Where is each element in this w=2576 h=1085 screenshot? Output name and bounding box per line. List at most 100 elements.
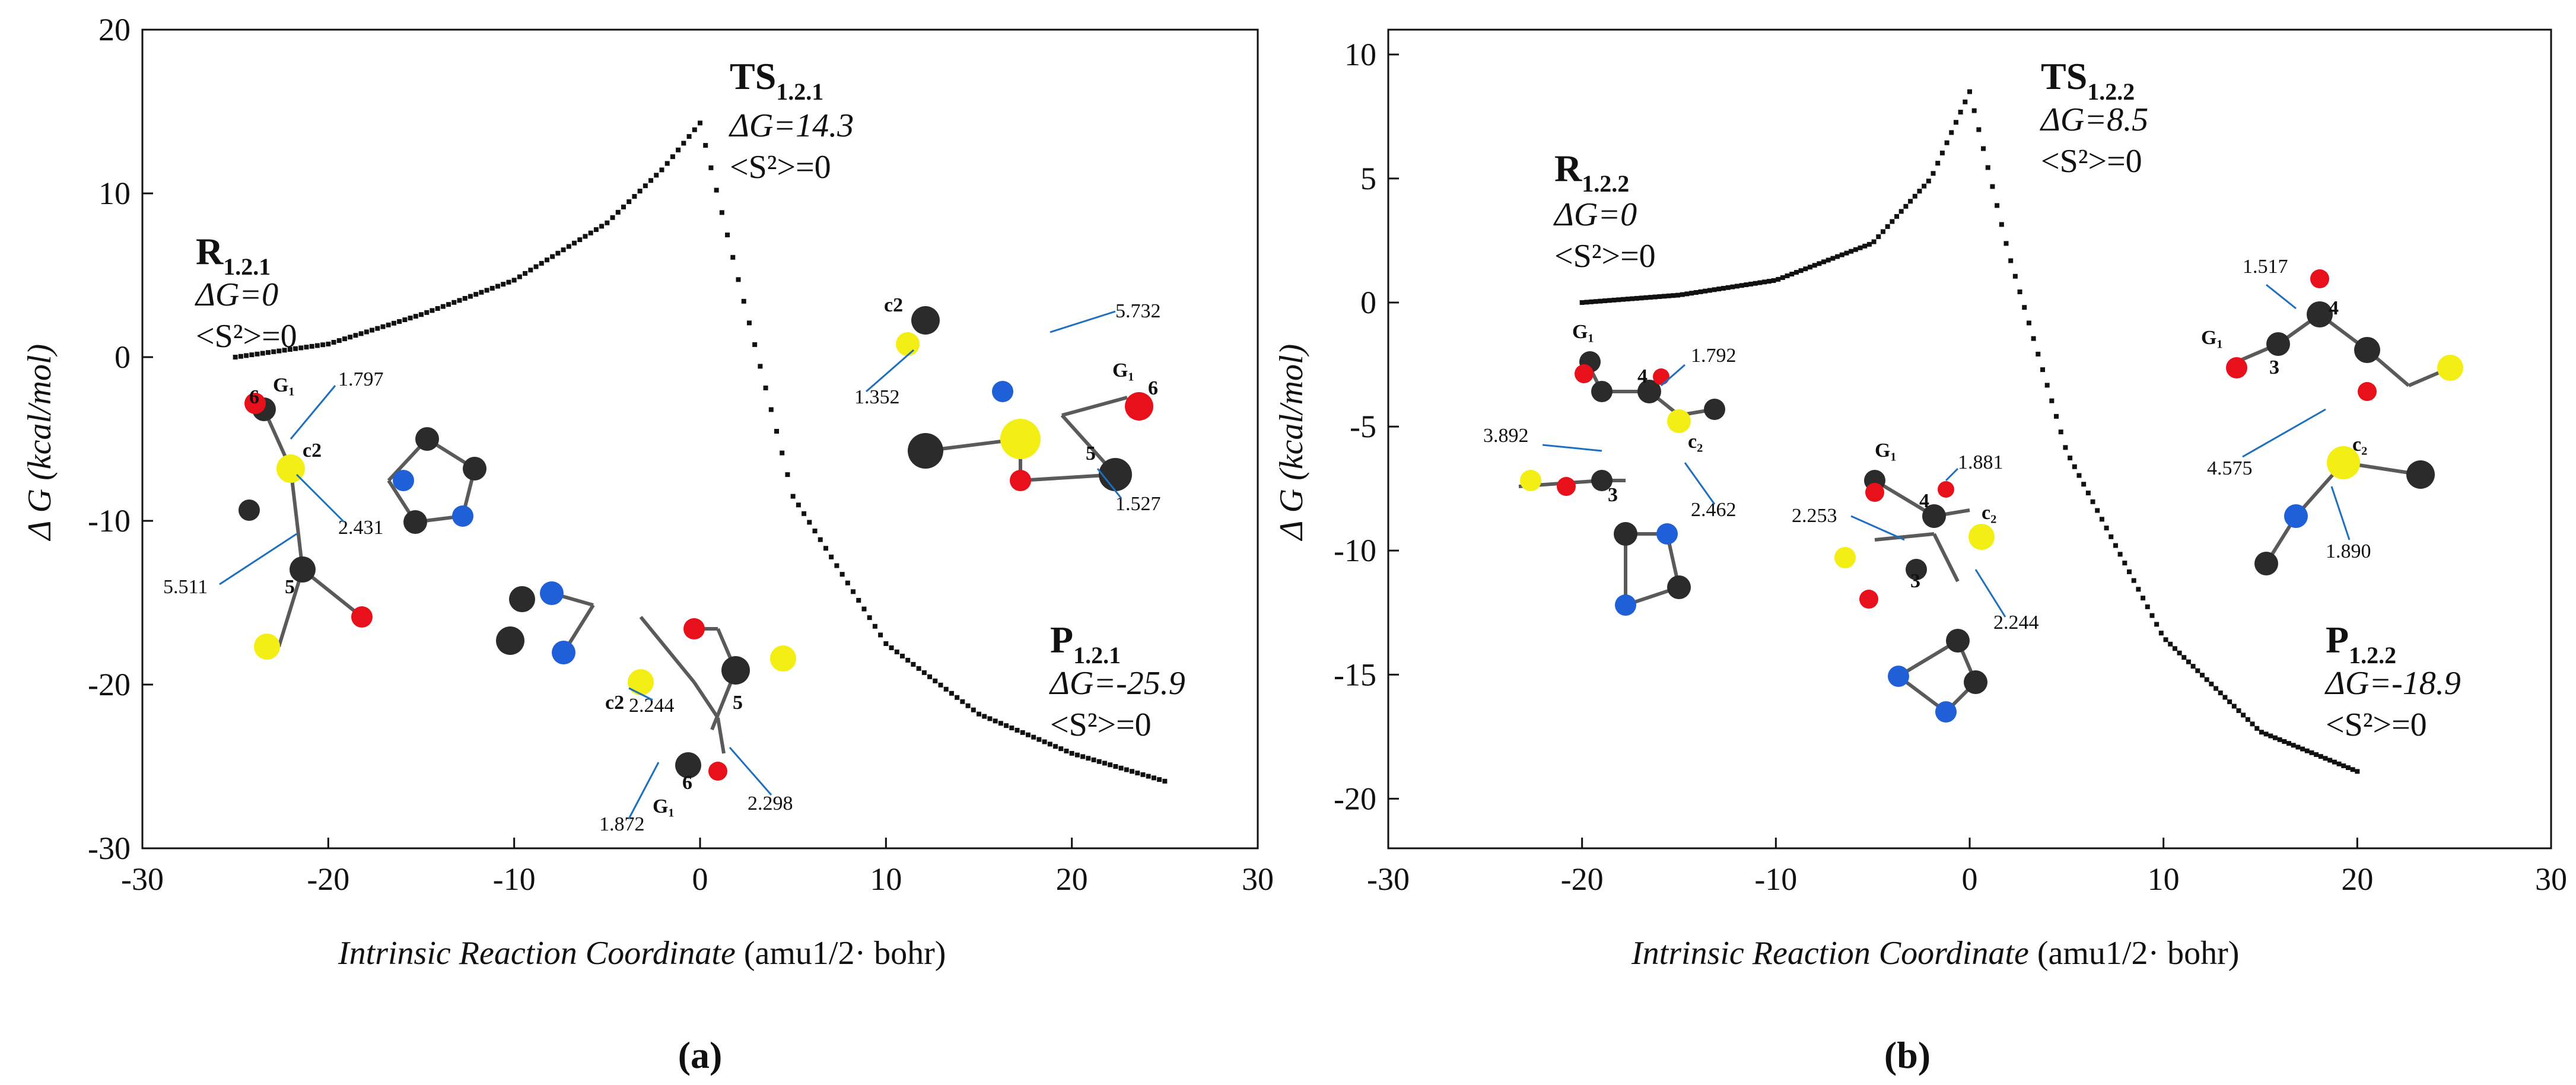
data-point (1917, 189, 1922, 194)
data-point (1698, 289, 1703, 294)
data-point (839, 572, 845, 577)
data-point (2085, 491, 2091, 496)
data-point (2341, 763, 2346, 768)
x-tick-label: 10 (2148, 861, 2180, 897)
data-point (2081, 482, 2087, 487)
data-point (2250, 721, 2255, 727)
data-point (260, 351, 265, 356)
data-point (2163, 637, 2168, 642)
data-point (435, 306, 440, 311)
y-tick-label: -10 (1334, 533, 1376, 568)
data-point (2099, 517, 2104, 522)
panel-a-reactant-label: R1.2.1 (196, 230, 271, 280)
data-point (698, 120, 702, 126)
distance-label: 4.575 (2207, 457, 2253, 479)
data-point (1976, 127, 1982, 132)
data-point (2036, 351, 2041, 357)
data-point (1735, 284, 1739, 289)
atom-c-icon (1964, 670, 1987, 694)
data-point (2108, 534, 2114, 539)
data-point (2222, 695, 2228, 700)
data-point (1639, 295, 1644, 301)
data-point (358, 331, 364, 336)
data-point (2149, 613, 2155, 618)
data-point (2063, 445, 2068, 450)
panel-a-molecule-structures: 1.797 2.431 5.511 5.732 1.352 1.527 2.24… (163, 294, 1161, 835)
panel-b-ts-dg: ΔG=8.5 (2040, 101, 2148, 138)
data-point (588, 230, 593, 236)
panel-b-x-ticks: -30 -20 -10 0 10 20 30 (1367, 838, 2567, 897)
data-point (1108, 762, 1113, 768)
data-point (1009, 726, 1015, 731)
data-point (1053, 744, 1058, 749)
data-point (430, 308, 435, 313)
distance-label: 1.792 (1691, 345, 1737, 367)
data-point (1091, 757, 1096, 762)
data-point (1662, 294, 1667, 299)
data-point (1776, 276, 1781, 282)
data-point (2291, 743, 2296, 748)
data-point (943, 686, 949, 692)
data-point (1981, 146, 1986, 151)
data-point (615, 209, 621, 215)
data-point (605, 220, 610, 225)
data-point (1839, 252, 1844, 257)
atom-s-icon (2437, 355, 2463, 381)
data-point (550, 254, 555, 259)
data-point (2172, 646, 2177, 651)
data-point (1757, 280, 1763, 285)
panel-b-product-label: P1.2.2 (2326, 619, 2396, 669)
atom-c-icon (509, 586, 535, 612)
data-point (2076, 473, 2082, 478)
data-point (889, 645, 894, 650)
data-point (1069, 750, 1074, 756)
data-point (583, 234, 588, 239)
data-point (1693, 290, 1699, 295)
panel-b-molecule-structures: 1.792 3.892 2.462 1.881 2.253 2.244 1.51… (1483, 256, 2463, 723)
data-point (1643, 295, 1649, 300)
data-point (1821, 259, 1827, 265)
data-point (1862, 243, 1868, 249)
data-point (725, 233, 730, 238)
atom-c-icon (1704, 399, 1725, 420)
data-point (326, 341, 331, 346)
panel-a-reactant-dg: ΔG=0 (195, 276, 278, 313)
atom-label: c2 (303, 440, 322, 462)
data-point (905, 657, 911, 663)
data-point (495, 284, 501, 289)
data-point (2008, 258, 2014, 263)
distance-arrows-a (219, 310, 1122, 819)
y-tick-label: -30 (88, 831, 131, 866)
data-point (774, 429, 780, 434)
data-point (867, 615, 872, 621)
data-point (1720, 285, 1726, 291)
data-point (402, 317, 408, 323)
data-point (370, 327, 375, 333)
atom-c-icon (463, 457, 486, 481)
y-tick-label: -15 (1334, 657, 1376, 692)
data-point (1652, 294, 1658, 300)
data-point (1036, 737, 1042, 742)
atom-o-icon (2358, 382, 2377, 401)
atom-c-icon (2354, 337, 2380, 363)
data-point (2104, 526, 2109, 531)
distance-label: 5.732 (1115, 300, 1161, 322)
data-point (949, 691, 954, 696)
atom-label: c₂ (1688, 431, 1703, 453)
panel-a-reactant-s2: <S²>=0 (196, 318, 297, 355)
data-point (861, 606, 867, 612)
data-point (408, 316, 413, 321)
data-point (2227, 699, 2232, 704)
atom-n-icon (1888, 666, 1909, 687)
panel-b-y-ticks: -20 -15 -10 -5 0 5 10 (1334, 37, 1399, 816)
data-point (1908, 199, 1913, 204)
atom-o-icon (1125, 392, 1153, 421)
data-point (829, 554, 834, 559)
data-point (1584, 300, 1589, 305)
distance-arrows-b (1542, 284, 2351, 618)
data-point (2268, 733, 2273, 739)
data-point (1611, 297, 1617, 303)
x-tick-label: 30 (2535, 861, 2567, 897)
data-point (599, 224, 605, 229)
data-point (1157, 777, 1162, 782)
